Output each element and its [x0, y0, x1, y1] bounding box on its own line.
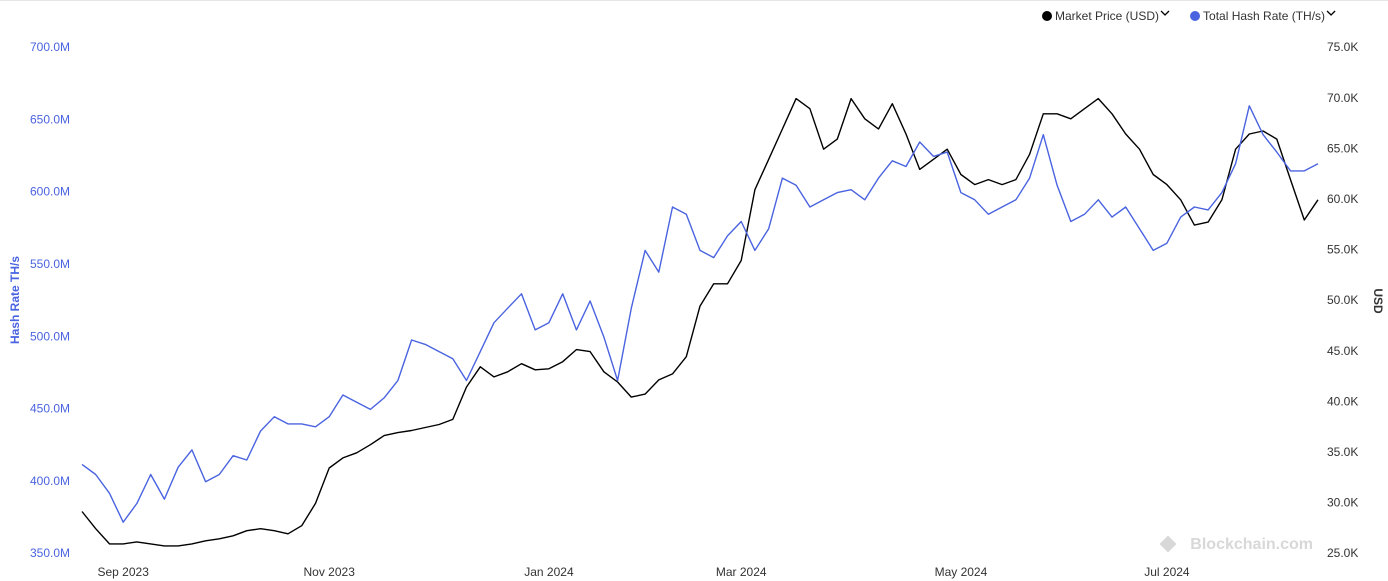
- y-tick-label: 600.0M: [30, 185, 70, 199]
- series-line: [81, 105, 1319, 523]
- x-tick-label: May 2024: [935, 565, 988, 579]
- y-tick-label: 500.0M: [30, 329, 70, 343]
- x-tick-label: Jan 2024: [524, 565, 574, 579]
- y2-tick-label: 45.0K: [1327, 344, 1358, 358]
- watermark-logo: [1159, 535, 1177, 553]
- x-tick-label: Nov 2023: [304, 565, 356, 579]
- legend-label[interactable]: Market Price (USD): [1055, 9, 1159, 23]
- x-tick-label: Mar 2024: [716, 565, 767, 579]
- legend-label[interactable]: Total Hash Rate (TH/s): [1203, 9, 1325, 23]
- legend-chevron: [1326, 10, 1336, 16]
- y2-tick-label: 35.0K: [1327, 445, 1358, 459]
- y-tick-label: 550.0M: [30, 257, 70, 271]
- y2-tick-label: 75.0K: [1327, 40, 1358, 54]
- legend-marker: [1190, 11, 1201, 21]
- y-tick-label: 650.0M: [30, 112, 70, 126]
- y-tick-label: 450.0M: [30, 402, 70, 416]
- y-axis-title: Hash Rate TH/s: [8, 256, 22, 344]
- y2-tick-label: 70.0K: [1327, 91, 1358, 105]
- y2-axis-title: USD: [1371, 288, 1385, 314]
- legend-marker: [1042, 11, 1052, 21]
- watermark: Blockchain.com: [1190, 536, 1313, 553]
- legend-chevron: [1160, 10, 1170, 16]
- y2-tick-label: 50.0K: [1327, 293, 1358, 307]
- y-tick-label: 350.0M: [30, 546, 70, 560]
- y2-tick-label: 60.0K: [1327, 192, 1358, 206]
- y2-tick-label: 55.0K: [1327, 243, 1358, 257]
- x-tick-label: Sep 2023: [98, 565, 150, 579]
- y-tick-label: 400.0M: [30, 474, 70, 488]
- y2-tick-label: 65.0K: [1327, 141, 1358, 155]
- y2-tick-label: 40.0K: [1327, 394, 1358, 408]
- y-tick-label: 700.0M: [30, 40, 70, 54]
- x-tick-label: Jul 2024: [1144, 565, 1190, 579]
- y2-tick-label: 25.0K: [1327, 546, 1358, 560]
- series-line: [81, 97, 1319, 547]
- y2-tick-label: 30.0K: [1327, 496, 1358, 510]
